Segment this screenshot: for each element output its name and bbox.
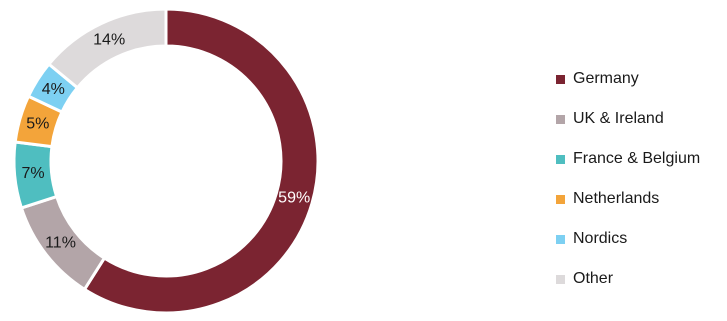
legend-label: UK & Ireland (573, 110, 664, 127)
data-label-france-and-belgium: 7% (22, 165, 45, 182)
legend-swatch (556, 194, 565, 204)
data-label-netherlands: 5% (26, 115, 49, 132)
legend-swatch (556, 74, 565, 84)
data-label-uk-and-ireland: 11% (45, 234, 76, 251)
legend-item-uk-and-ireland: UK & Ireland (556, 99, 700, 139)
legend-label: France & Belgium (573, 150, 701, 167)
legend-label: Nordics (573, 230, 628, 247)
legend-item-france-and-belgium: France & Belgium (556, 139, 700, 179)
data-label-germany: 59% (278, 190, 310, 207)
legend-item-nordics: Nordics (556, 219, 700, 259)
legend-swatch (556, 234, 565, 244)
data-label-nordics: 4% (42, 81, 65, 98)
legend-label: Other (573, 270, 614, 287)
legend-label: Netherlands (573, 190, 660, 207)
legend-swatch (556, 274, 565, 284)
chart-legend: Germany UK & Ireland France & Belgium Nethe… (556, 59, 700, 299)
legend-label: Germany (573, 70, 639, 87)
slice-germany (82, 7, 320, 315)
legend-item-other: Other (556, 259, 700, 299)
legend-item-netherlands: Netherlands (556, 179, 700, 219)
data-label-other: 14% (93, 32, 125, 49)
slice-other (46, 7, 168, 90)
legend-swatch (556, 114, 565, 124)
legend-item-germany: Germany (556, 59, 700, 99)
legend-swatch (556, 154, 565, 164)
